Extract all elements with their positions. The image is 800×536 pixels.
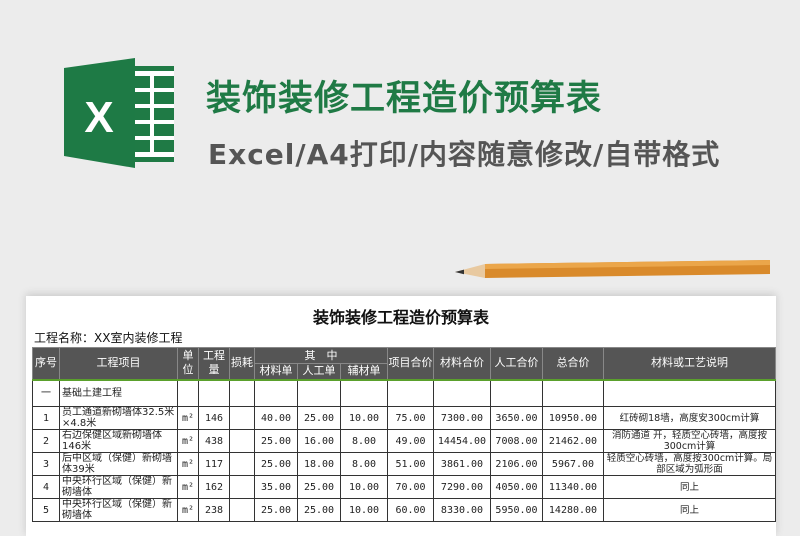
svg-text:X: X	[84, 93, 113, 142]
cell-aux: 8.00	[340, 429, 388, 453]
banner-title: 装饰装修工程造价预算表	[206, 79, 603, 119]
cell-unit: m²	[177, 406, 199, 430]
table-row: 4 中央环行区域（保健）新砌墙体 m² 162 35.00 25.00 10.00 70.00…	[32, 475, 776, 499]
header-unit: 单位	[177, 347, 199, 381]
section-row: 一 基础土建工程	[32, 379, 776, 407]
cell-item: 后中区域（保健）新砌墙体39米	[59, 452, 178, 476]
sheet-title: 装饰装修工程造价预算表	[312, 308, 489, 327]
cell-seq: 1	[32, 406, 60, 430]
project-name: 工程名称：XX室内装修工程	[34, 331, 183, 345]
cell-qty: 117	[198, 452, 230, 476]
cell-total: 21462.00	[542, 429, 604, 453]
cell-total: 10950.00	[542, 406, 604, 430]
banner-subtitle: Excel/A4打印/内容随意修改/自带格式	[208, 138, 721, 171]
cell-labor: 25.00	[297, 498, 341, 522]
cell-mat: 25.00	[254, 452, 298, 476]
cell-mat-total: 14454.00	[433, 429, 491, 453]
cell-loss	[229, 452, 255, 476]
cell-labor: 18.00	[297, 452, 341, 476]
cell-mat: 25.00	[254, 498, 298, 522]
header-item-total: 项目合价	[387, 347, 434, 381]
cell-qty: 146	[198, 406, 230, 430]
header-qty: 工程量	[198, 347, 230, 381]
cell-aux: 10.00	[340, 475, 388, 499]
cell-labor: 16.00	[297, 429, 341, 453]
table-row: 3 后中区域（保健）新砌墙体39米 m² 117 25.00 18.00 8.00 51.00…	[32, 452, 776, 476]
cell-labor-total: 5950.00	[490, 498, 543, 522]
cell-desc: 红砖砌18墙，高度安300cm计算	[603, 406, 776, 430]
cell-labor: 25.00	[297, 406, 341, 430]
header-labor-unit: 人工单	[297, 363, 341, 381]
cell-desc: 轻质空心砖墙，高度按300cm计算。局部区域为弧形面	[603, 452, 776, 476]
cell-item: 员工通道新砌墙体32.5米×4.8米	[59, 406, 178, 430]
cell-total: 11340.00	[542, 475, 604, 499]
cell-mat-total: 8330.00	[433, 498, 491, 522]
cell-seq: 3	[32, 452, 60, 476]
cell-desc: 同上	[603, 475, 776, 499]
header-group: 其 中	[254, 347, 388, 364]
header-seq: 序号	[32, 347, 60, 381]
cell-unit: m²	[177, 429, 199, 453]
cell-labor-total: 4050.00	[490, 475, 543, 499]
header-aux-unit: 辅材单	[340, 363, 388, 381]
cell-loss	[229, 429, 255, 453]
cell-qty: 238	[198, 498, 230, 522]
pencil-icon	[455, 256, 775, 284]
cell-mat: 25.00	[254, 429, 298, 453]
cell-qty: 162	[198, 475, 230, 499]
cell-qty: 438	[198, 429, 230, 453]
cell-loss	[229, 475, 255, 499]
header-desc: 材料或工艺说明	[603, 347, 776, 381]
cell-total: 5967.00	[542, 452, 604, 476]
cell-loss	[229, 498, 255, 522]
header-item: 工程项目	[59, 347, 178, 381]
header-mat-total: 材料合价	[433, 347, 491, 381]
cell-item: 中央环行区域（保健）新砌墙体	[59, 475, 178, 499]
table-row: 5 中央环行区域（保健）新砌墙体 m² 238 25.00 25.00 10.00 60.00…	[32, 498, 776, 522]
cell-mat-total: 7290.00	[433, 475, 491, 499]
cell-item-total: 75.00	[387, 406, 434, 430]
section-seq: 一	[32, 379, 60, 407]
cell-item-total: 49.00	[387, 429, 434, 453]
cell-seq: 2	[32, 429, 60, 453]
cell-labor-total: 3650.00	[490, 406, 543, 430]
cell-unit: m²	[177, 452, 199, 476]
cell-desc: 同上	[603, 498, 776, 522]
cell-mat: 35.00	[254, 475, 298, 499]
header-mat-unit: 材料单	[254, 363, 298, 381]
cell-seq: 5	[32, 498, 60, 522]
cell-total: 14280.00	[542, 498, 604, 522]
cell-item-total: 70.00	[387, 475, 434, 499]
header-labor-total: 人工合价	[490, 347, 543, 381]
cell-seq: 4	[32, 475, 60, 499]
excel-logo: X	[64, 58, 186, 172]
cell-item: 右边保健区域新砌墙体146米	[59, 429, 178, 453]
cell-mat-total: 3861.00	[433, 452, 491, 476]
table-row: 1 员工通道新砌墙体32.5米×4.8米 m² 146 40.00 25.00 10.00 7…	[32, 406, 776, 430]
budget-table: 序号 工程项目 单位 工程量 损耗 其 中 项目合价 材料合价 人工合价 总合价…	[32, 347, 776, 522]
cell-aux: 10.00	[340, 406, 388, 430]
header-loss: 损耗	[229, 347, 255, 381]
cell-item-total: 60.00	[387, 498, 434, 522]
spreadsheet-preview: 装饰装修工程造价预算表 工程名称：XX室内装修工程 序号 工程项目 单位 工程量…	[26, 296, 776, 536]
cell-unit: m²	[177, 498, 199, 522]
cell-labor-total: 7008.00	[490, 429, 543, 453]
cell-labor-total: 2106.00	[490, 452, 543, 476]
table-row: 2 右边保健区域新砌墙体146米 m² 438 25.00 16.00 8.00 49.00 1…	[32, 429, 776, 453]
cell-item: 中央环行区域（保健）新砌墙体	[59, 498, 178, 522]
cell-loss	[229, 406, 255, 430]
header-total: 总合价	[542, 347, 604, 381]
cell-mat-total: 7300.00	[433, 406, 491, 430]
cell-item-total: 51.00	[387, 452, 434, 476]
cell-mat: 40.00	[254, 406, 298, 430]
cell-desc: 消防通道 开，轻质空心砖墙，高度按300cm计算	[603, 429, 776, 453]
cell-aux: 8.00	[340, 452, 388, 476]
cell-aux: 10.00	[340, 498, 388, 522]
cell-unit: m²	[177, 475, 199, 499]
section-name: 基础土建工程	[59, 379, 178, 407]
cell-labor: 25.00	[297, 475, 341, 499]
